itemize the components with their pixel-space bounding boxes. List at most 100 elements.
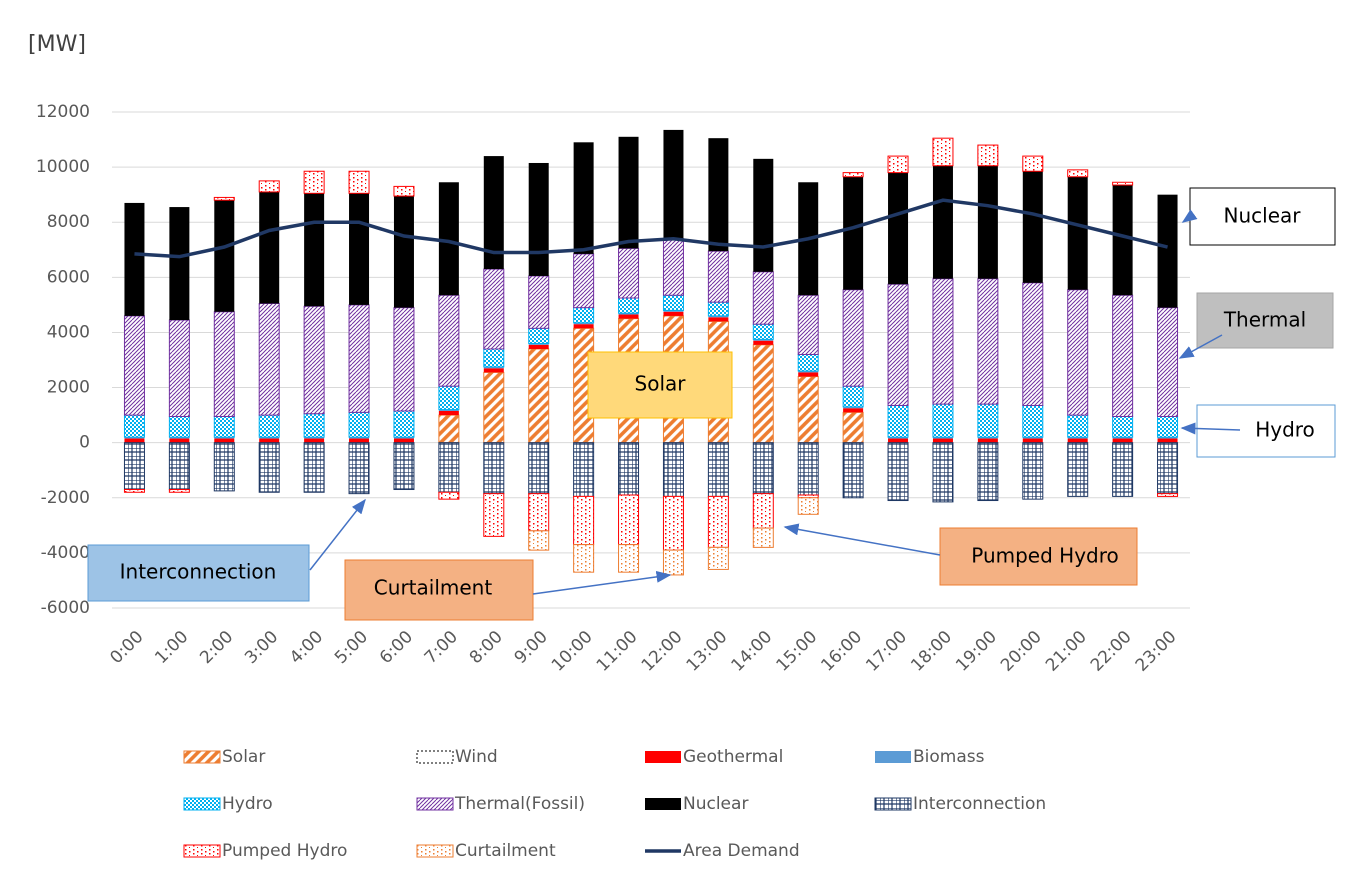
bar-segment: [752, 493, 774, 529]
bar-segment: [1157, 493, 1179, 497]
bar-segment: [797, 353, 819, 372]
x-tick-label: 11:00: [593, 627, 642, 676]
y-tick-label: -2000: [41, 488, 90, 508]
bar-segment: [214, 438, 235, 443]
bar-segment: [1022, 155, 1044, 172]
bar-segment: [662, 495, 684, 551]
bar-segment: [1067, 289, 1089, 416]
bar-segment: [573, 307, 595, 324]
legend-label: Geothermal: [683, 747, 783, 767]
legend-swatch: [183, 844, 221, 858]
bar-segment: [483, 268, 505, 350]
bar-segment: [1112, 438, 1133, 443]
x-tick-label: 10:00: [548, 627, 597, 676]
bar-segment: [303, 305, 325, 415]
legend-swatch: [416, 750, 454, 764]
legend-swatch: [874, 797, 912, 811]
bar-segment: [483, 493, 505, 537]
legend-swatch: [645, 751, 681, 763]
y-tick-label: 0: [79, 433, 90, 453]
legend-swatch: [183, 750, 221, 764]
legend-label: Solar: [222, 747, 265, 767]
bar-segment: [258, 303, 280, 416]
bar-segment: [169, 207, 190, 321]
x-tick-label: 5:00: [331, 627, 372, 668]
bar-segment: [753, 158, 774, 272]
x-tick-label: 21:00: [1042, 627, 1091, 676]
bar-segment: [348, 304, 370, 413]
bar-segment: [438, 414, 460, 444]
bar-segment: [213, 415, 235, 438]
bar-segment: [707, 442, 729, 497]
bar-segment: [1157, 442, 1179, 495]
x-tick-label: 6:00: [376, 627, 417, 668]
bar-segment: [393, 442, 415, 491]
bar-segment: [662, 238, 684, 296]
bar-segment: [752, 344, 774, 444]
bar-segment: [977, 437, 998, 439]
callout: Curtailment: [374, 576, 493, 600]
arrow: [1178, 334, 1223, 359]
bar-segment: [393, 307, 415, 412]
y-tick-label: 12000: [36, 102, 90, 122]
legend-swatch: [416, 844, 454, 858]
bar-segment: [1067, 438, 1088, 443]
bar-segment: [932, 442, 954, 503]
bar-segment: [573, 324, 594, 329]
bar-segment: [348, 442, 370, 495]
bar-segment: [258, 442, 280, 493]
x-tick-label: 7:00: [421, 627, 462, 668]
bar-segment: [124, 438, 145, 443]
bar-segment: [708, 317, 729, 322]
legend-swatch: [875, 751, 911, 763]
x-tick-label: 14:00: [728, 627, 777, 676]
y-tick-label: -4000: [41, 543, 90, 563]
bar-segment: [977, 438, 998, 443]
legend-label: Interconnection: [913, 794, 1046, 814]
bar-segment: [1157, 194, 1178, 308]
bar-segment: [1067, 414, 1089, 438]
bar-segment: [1157, 307, 1179, 417]
bar-segment: [393, 185, 415, 197]
bar-segment: [528, 530, 550, 551]
bar-segment: [842, 289, 864, 387]
bar-segment: [1112, 185, 1133, 296]
bar-segment: [124, 202, 145, 316]
bar-segment: [528, 162, 549, 276]
bar-segment: [213, 311, 235, 417]
bar-segment: [393, 196, 414, 308]
bar-segment: [483, 368, 504, 373]
x-tick-label: 9:00: [511, 627, 552, 668]
bar-segment: [573, 322, 594, 325]
bar-segment: [662, 294, 684, 311]
bar-segment: [169, 438, 190, 443]
bar-segment: [842, 411, 864, 444]
bar-segment: [618, 297, 640, 314]
bar-segment: [1112, 437, 1133, 439]
callout-box: [587, 351, 733, 419]
bar-segment: [438, 385, 460, 411]
bar-segment: [438, 409, 459, 411]
x-tick-label: 0:00: [106, 627, 147, 668]
bar-segment: [707, 546, 729, 570]
bar-segment: [888, 172, 909, 285]
bar-segment: [528, 344, 549, 349]
bar-segment: [528, 327, 550, 344]
bar-segment: [932, 438, 953, 443]
legend-label: Biomass: [913, 747, 985, 767]
callout-box: [87, 544, 310, 602]
bar-segment: [618, 313, 639, 315]
bar-segment: [663, 311, 684, 316]
bar-segment: [528, 275, 550, 329]
bar-segment: [213, 442, 235, 492]
bar-segment: [1157, 438, 1178, 443]
bar-segment: [303, 413, 325, 438]
bar-segment: [124, 437, 145, 439]
bar-segment: [798, 372, 819, 377]
bar-segment: [438, 491, 460, 500]
bar-segment: [887, 442, 909, 502]
y-tick-label: -6000: [41, 598, 90, 618]
bar-segment: [798, 371, 819, 373]
bar-segment: [888, 437, 909, 439]
arrow: [783, 523, 941, 556]
